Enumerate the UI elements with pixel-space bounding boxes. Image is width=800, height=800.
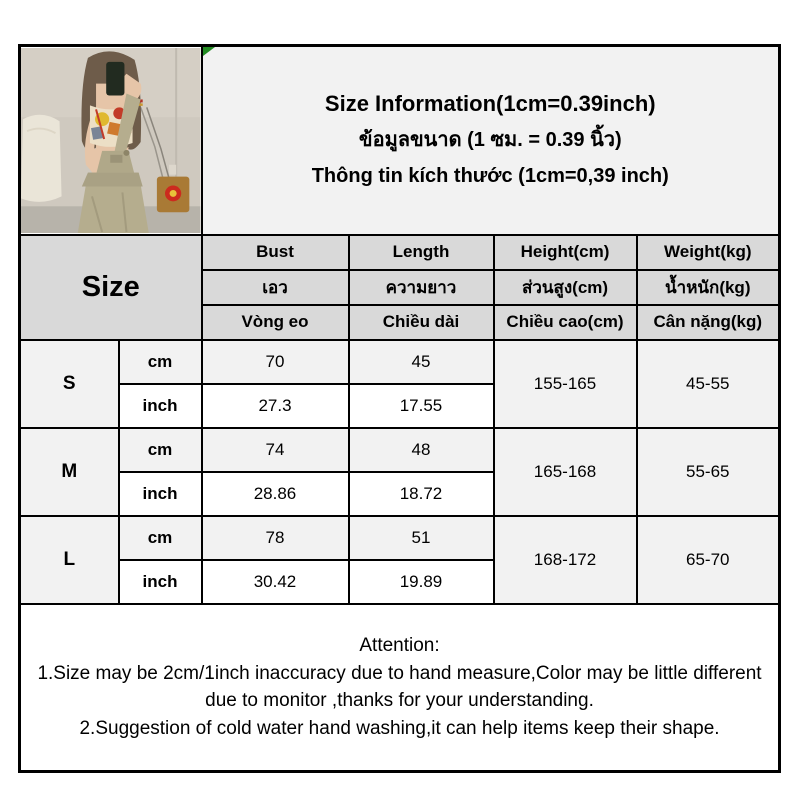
m-length-inch: 18.72	[347, 470, 495, 517]
col-header-weight-th: น้ำหนัก(kg)	[635, 268, 781, 306]
size-column-header: Size	[18, 233, 203, 341]
attention-heading: Attention:	[359, 635, 440, 656]
col-header-length-en: Length	[347, 233, 495, 271]
s-length-inch: 17.55	[347, 382, 495, 429]
l-length-inch: 19.89	[347, 558, 495, 605]
title-vietnamese: Thông tin kích thước (1cm=0,39 inch)	[311, 165, 669, 188]
col-header-length-vi: Chiều dài	[347, 303, 495, 341]
col-header-height-th: ส่วนสูง(cm)	[492, 268, 638, 306]
col-header-bust-vi: Vòng eo	[200, 303, 350, 341]
size-label-l: L	[18, 514, 120, 605]
unit-label-inch: inch	[117, 558, 203, 605]
size-label-s: S	[18, 338, 120, 429]
attention-section: Attention: 1.Size may be 2cm/1inch inacc…	[18, 602, 781, 772]
s-weight-range: 45-55	[635, 338, 781, 429]
s-bust-inch: 27.3	[200, 382, 350, 429]
l-bust-cm: 78	[200, 514, 350, 561]
col-header-weight-vi: Cân nặng(kg)	[635, 303, 781, 341]
s-height-range: 155-165	[492, 338, 638, 429]
m-bust-cm: 74	[200, 426, 350, 473]
m-bust-inch: 28.86	[200, 470, 350, 517]
col-header-length-th: ความยาว	[347, 268, 495, 306]
title-english: Size Information(1cm=0.39inch)	[324, 91, 656, 117]
unit-label-cm: cm	[117, 514, 203, 561]
attention-note-1: 1.Size may be 2cm/1inch inaccuracy due t…	[37, 662, 762, 712]
s-bust-cm: 70	[200, 338, 350, 385]
green-corner-marker-icon	[203, 47, 215, 56]
m-weight-range: 55-65	[635, 426, 781, 517]
unit-label-cm: cm	[117, 426, 203, 473]
title-thai: ข้อมูลขนาด (1 ซม. = 0.39 นิ้ว)	[358, 129, 622, 152]
attention-note-2: 2.Suggestion of cold water hand washing,…	[79, 717, 720, 739]
unit-label-inch: inch	[117, 470, 203, 517]
unit-label-cm: cm	[117, 338, 203, 385]
m-height-range: 165-168	[492, 426, 638, 517]
col-header-height-en: Height(cm)	[492, 233, 638, 271]
size-label-m: M	[18, 426, 120, 517]
col-header-weight-en: Weight(kg)	[635, 233, 781, 271]
mirror-selfie-illustration	[21, 47, 200, 233]
product-photo-cell	[18, 44, 203, 236]
unit-label-inch: inch	[117, 382, 203, 429]
size-info-title-cell: Size Information(1cm=0.39inch) ข้อมูลขนา…	[200, 44, 781, 236]
product-photo	[21, 47, 200, 233]
col-header-height-vi: Chiều cao(cm)	[492, 303, 638, 341]
col-header-bust-th: เอว	[200, 268, 350, 306]
l-weight-range: 65-70	[635, 514, 781, 605]
size-table: Size Information(1cm=0.39inch) ข้อมูลขนา…	[18, 44, 782, 773]
s-length-cm: 45	[347, 338, 495, 385]
col-header-bust-en: Bust	[200, 233, 350, 271]
l-length-cm: 51	[347, 514, 495, 561]
m-length-cm: 48	[347, 426, 495, 473]
l-height-range: 168-172	[492, 514, 638, 605]
size-chart-sheet: Size Information(1cm=0.39inch) ข้อมูลขนา…	[18, 44, 782, 773]
l-bust-inch: 30.42	[200, 558, 350, 605]
